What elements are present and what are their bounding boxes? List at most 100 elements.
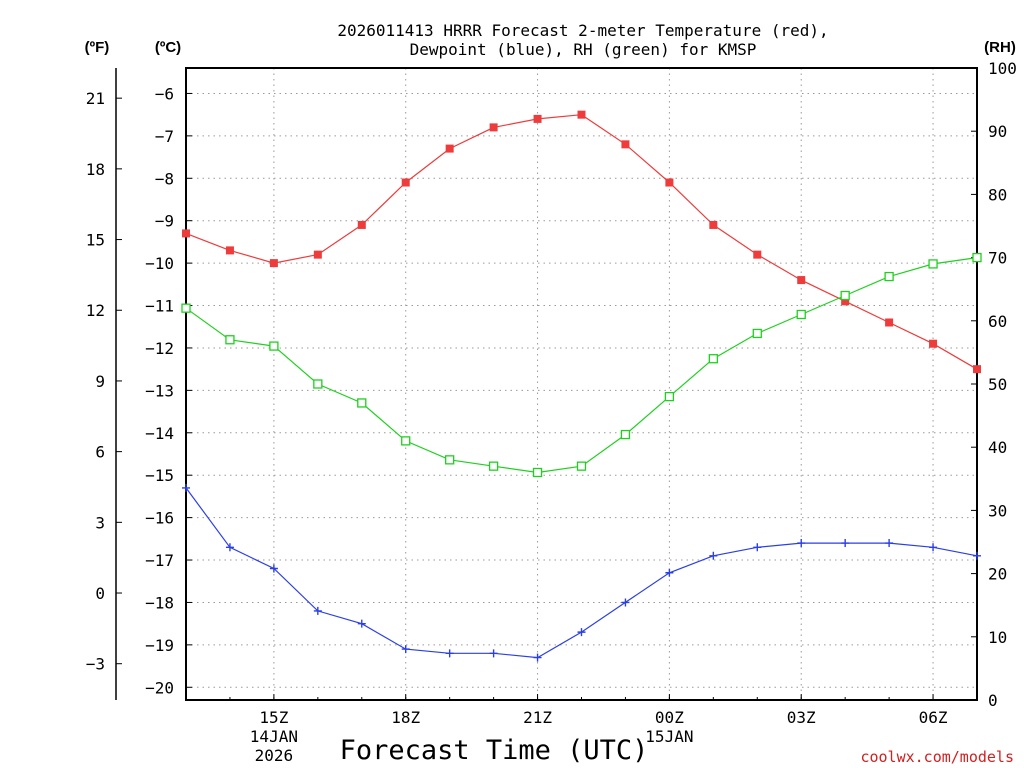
axes: −6 −7 −8 −9 −10 −11 −12 −13 −14 −15 −16 −17 −18 −19 −2… (86, 59, 1017, 765)
fahrenheit-tick-label: 6 (95, 443, 105, 462)
rh-point (708, 354, 718, 364)
dewpoint-point (841, 539, 850, 548)
dewpoint-point (225, 543, 234, 552)
temperature-line (185, 114, 978, 370)
rh-tick-label: 60 (988, 312, 1007, 331)
temperature-point (577, 110, 586, 119)
temperature-point (709, 220, 718, 229)
temperature-point (401, 178, 410, 187)
celsius-tick-label: −15 (145, 466, 174, 485)
chart-title-line1: 2026011413 HRRR Forecast 2-meter Tempera… (337, 21, 828, 40)
temperature-point (841, 297, 850, 306)
rh-tick-label: 10 (988, 628, 1007, 647)
temperature-point (445, 144, 454, 153)
x-tick-label: 21Z (523, 708, 552, 727)
rh-tick-label: 90 (988, 122, 1007, 141)
rh-tick-label: 80 (988, 185, 1007, 204)
plot-frame (185, 67, 978, 701)
temperature-point (182, 229, 190, 238)
celsius-tick-label: −8 (155, 169, 174, 188)
celsius-unit-label: (ºC) (155, 39, 181, 56)
temperature-point (753, 250, 762, 259)
fahrenheit-tick-label: 18 (86, 160, 105, 179)
dewpoint-point (709, 551, 718, 560)
celsius-tick-label: −16 (145, 509, 174, 528)
rh-tick-label: 100 (988, 59, 1017, 78)
dewpoint-point (489, 649, 498, 658)
series-layer (181, 110, 982, 662)
rh-tick-label: 0 (988, 691, 998, 710)
dewpoint-point (797, 539, 806, 548)
x-axis-label: Forecast Time (UTC) (340, 735, 649, 766)
dewpoint-point (621, 598, 630, 607)
celsius-tick-label: −19 (145, 636, 174, 655)
dewpoint-point (313, 606, 322, 615)
temperature-point (665, 178, 674, 187)
temperature-point (885, 318, 894, 327)
temperature-point (797, 276, 806, 285)
fahrenheit-tick-label: −3 (86, 655, 105, 674)
fahrenheit-tick-label: 15 (86, 231, 105, 250)
credit-text: coolwx.com/models (860, 748, 1014, 766)
celsius-tick-label: −17 (145, 551, 174, 570)
x-tick-date: 14JAN (250, 727, 298, 746)
rh-point (972, 252, 982, 263)
x-tick-label: 15Z (259, 708, 288, 727)
temperature-point (313, 250, 322, 259)
dewpoint-point (182, 483, 190, 492)
dewpoint-point (533, 653, 542, 662)
celsius-tick-label: −13 (145, 381, 174, 400)
rh-point (928, 259, 938, 269)
fahrenheit-tick-label: 0 (95, 584, 105, 603)
x-tick-year: 2026 (255, 746, 294, 765)
dewpoint-point (445, 649, 454, 658)
dewpoint-point (401, 645, 410, 654)
rh-point (225, 335, 235, 345)
rh-point (445, 455, 455, 465)
rh-unit-label: (RH) (984, 39, 1016, 56)
fahrenheit-tick-label: 12 (86, 301, 105, 320)
rh-point (664, 391, 675, 402)
rh-point (620, 429, 631, 440)
chart-title-line2: Dewpoint (blue), RH (green) for KMSP (410, 40, 757, 59)
fahrenheit-tick-label: 21 (86, 89, 105, 108)
x-tick-label: 06Z (919, 708, 948, 727)
rh-point (752, 328, 762, 339)
rh-point (576, 461, 587, 471)
x-tick-date: 15JAN (645, 727, 693, 746)
celsius-tick-label: −7 (155, 127, 174, 146)
dewpoint-point (885, 539, 894, 548)
dewpoint-point (665, 568, 674, 577)
temperature-point (533, 114, 542, 123)
rh-line (185, 257, 978, 474)
temperature-point (973, 365, 981, 374)
dewpoint-point (269, 564, 278, 573)
rh-point (181, 303, 191, 313)
x-tick-label: 18Z (391, 708, 420, 727)
rh-point (532, 467, 543, 478)
dewpoint-point (929, 543, 938, 552)
x-tick-label: 03Z (787, 708, 816, 727)
fahrenheit-unit-label: (ºF) (85, 39, 110, 56)
celsius-tick-label: −9 (155, 212, 174, 231)
temperature-point (269, 259, 278, 268)
rh-point (796, 309, 806, 320)
rh-point (313, 379, 323, 389)
temperature-point (357, 220, 366, 229)
rh-point (357, 398, 367, 408)
fahrenheit-tick-label: 9 (95, 372, 105, 391)
rh-tick-label: 40 (988, 438, 1007, 457)
x-tick-label: 00Z (655, 708, 684, 727)
rh-point (840, 290, 850, 301)
gridlines (186, 68, 977, 700)
rh-tick-label: 20 (988, 565, 1007, 584)
temperature-point (621, 140, 630, 149)
rh-tick-label: 50 (988, 375, 1007, 394)
rh-point (884, 271, 894, 282)
celsius-tick-label: −18 (145, 593, 174, 612)
rh-tick-label: 70 (988, 249, 1007, 268)
celsius-tick-label: −20 (145, 678, 174, 697)
dewpoint-point (753, 543, 762, 552)
dewpoint-point (973, 551, 981, 560)
